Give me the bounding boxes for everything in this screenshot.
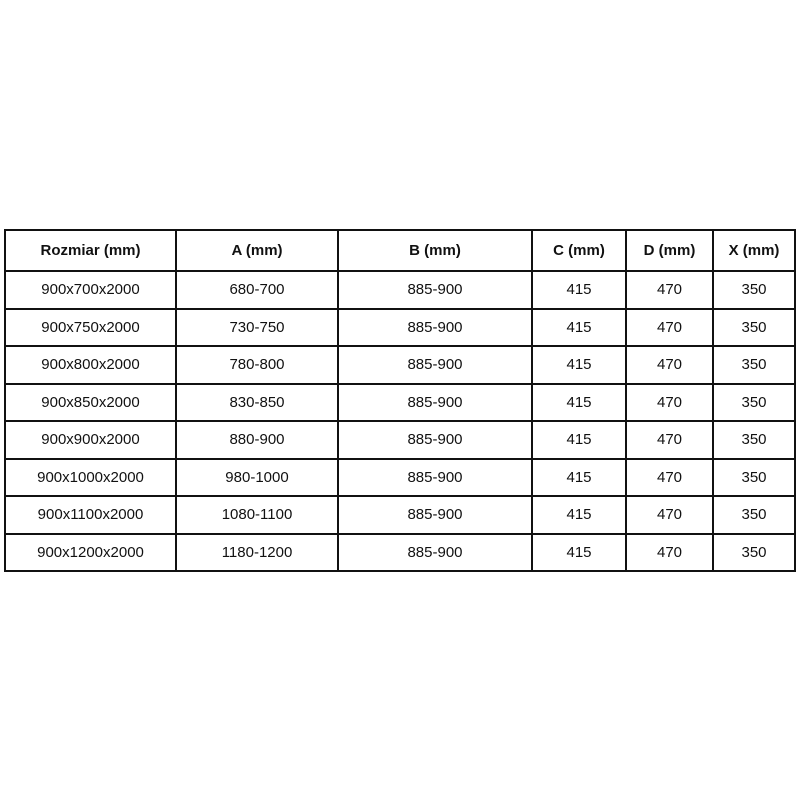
table-cell: 350 — [712, 420, 796, 460]
table-cell: 900x800x2000 — [4, 345, 177, 385]
header-a: A (mm) — [175, 229, 339, 272]
table-cell: 350 — [712, 270, 796, 310]
table-row: 900x1000x2000 980-1000 885-900 415 470 350 — [4, 457, 796, 497]
table-cell: 415 — [531, 307, 627, 347]
table-cell: 885-900 — [337, 532, 533, 572]
table-cell: 470 — [625, 345, 714, 385]
table-cell: 350 — [712, 345, 796, 385]
header-x: X (mm) — [712, 229, 796, 272]
table-cell: 415 — [531, 270, 627, 310]
table-body: 900x700x2000 680-700 885-900 415 470 350 900x7… — [4, 270, 796, 572]
table-cell: 885-900 — [337, 270, 533, 310]
header-row: Rozmiar (mm) A (mm) B (mm) C (mm) D (mm)… — [4, 229, 796, 272]
table-row: 900x750x2000 730-750 885-900 415 470 350 — [4, 307, 796, 347]
table-cell: 1080-1100 — [175, 495, 339, 535]
table-cell: 415 — [531, 382, 627, 422]
table-row: 900x900x2000 880-900 885-900 415 470 350 — [4, 420, 796, 460]
table-cell: 900x1200x2000 — [4, 532, 177, 572]
header-c: C (mm) — [531, 229, 627, 272]
table-cell: 415 — [531, 457, 627, 497]
table-row: 900x800x2000 780-800 885-900 415 470 350 — [4, 345, 796, 385]
table-cell: 470 — [625, 270, 714, 310]
table-cell: 1180-1200 — [175, 532, 339, 572]
dimensions-table: Rozmiar (mm) A (mm) B (mm) C (mm) D (mm)… — [4, 229, 796, 572]
table-cell: 885-900 — [337, 495, 533, 535]
table-cell: 900x900x2000 — [4, 420, 177, 460]
table-cell: 830-850 — [175, 382, 339, 422]
header-b: B (mm) — [337, 229, 533, 272]
table-cell: 470 — [625, 532, 714, 572]
table-cell: 470 — [625, 420, 714, 460]
table-cell: 900x1000x2000 — [4, 457, 177, 497]
table-row: 900x850x2000 830-850 885-900 415 470 350 — [4, 382, 796, 422]
table-cell: 680-700 — [175, 270, 339, 310]
table-cell: 415 — [531, 345, 627, 385]
table-cell: 900x750x2000 — [4, 307, 177, 347]
table-cell: 780-800 — [175, 345, 339, 385]
table-cell: 350 — [712, 382, 796, 422]
table-cell: 885-900 — [337, 307, 533, 347]
table-cell: 900x850x2000 — [4, 382, 177, 422]
header-rozmiar: Rozmiar (mm) — [4, 229, 177, 272]
table-cell: 470 — [625, 382, 714, 422]
table-cell: 470 — [625, 307, 714, 347]
table-cell: 415 — [531, 532, 627, 572]
table-cell: 885-900 — [337, 345, 533, 385]
table-cell: 900x1100x2000 — [4, 495, 177, 535]
table-cell: 885-900 — [337, 457, 533, 497]
table-cell: 885-900 — [337, 420, 533, 460]
table-cell: 350 — [712, 495, 796, 535]
table-cell: 900x700x2000 — [4, 270, 177, 310]
table-cell: 415 — [531, 420, 627, 460]
table-cell: 350 — [712, 307, 796, 347]
table-cell: 470 — [625, 495, 714, 535]
table-cell: 350 — [712, 457, 796, 497]
table-cell: 980-1000 — [175, 457, 339, 497]
table-cell: 350 — [712, 532, 796, 572]
table-row: 900x700x2000 680-700 885-900 415 470 350 — [4, 270, 796, 310]
table-row: 900x1200x2000 1180-1200 885-900 415 470 350 — [4, 532, 796, 572]
table-cell: 730-750 — [175, 307, 339, 347]
table-cell: 880-900 — [175, 420, 339, 460]
table-cell: 415 — [531, 495, 627, 535]
header-d: D (mm) — [625, 229, 714, 272]
table-cell: 885-900 — [337, 382, 533, 422]
table-cell: 470 — [625, 457, 714, 497]
table-row: 900x1100x2000 1080-1100 885-900 415 470 350 — [4, 495, 796, 535]
